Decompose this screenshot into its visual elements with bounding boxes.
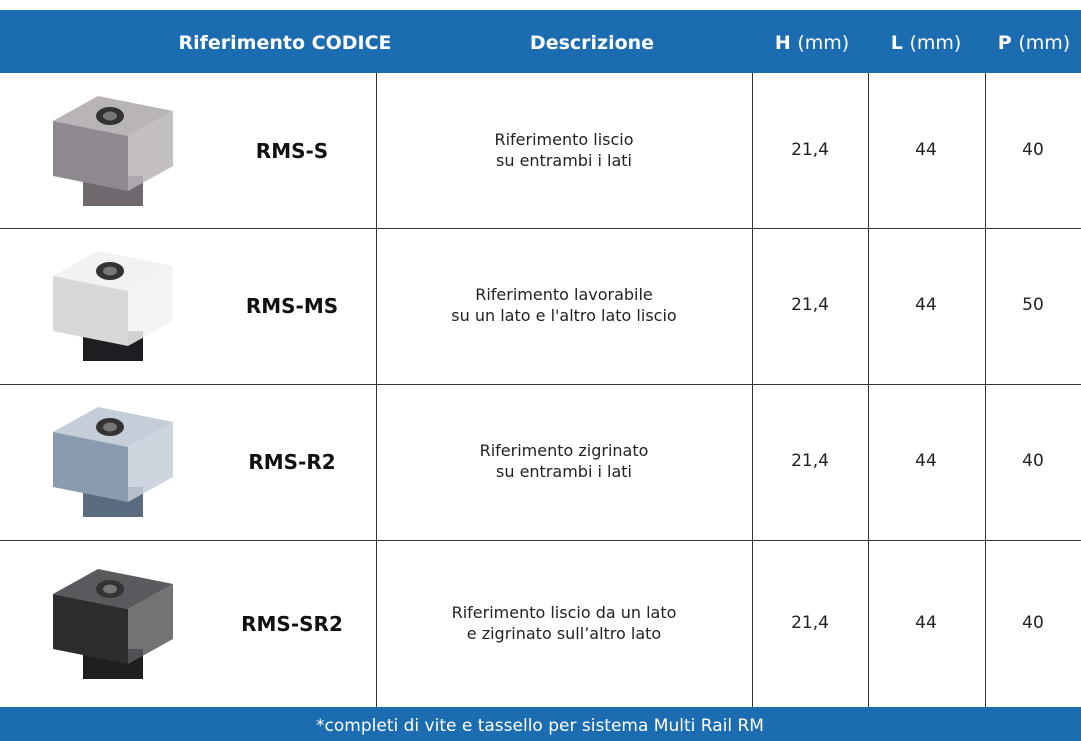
header-description: Descrizione xyxy=(529,32,655,54)
table-row: RMS-R2 Riferimento zigrinato su entrambi i… xyxy=(0,384,1081,540)
product-code: RMS-MS xyxy=(245,294,339,318)
dimension-value: 21,4 xyxy=(791,139,829,160)
row-line xyxy=(0,540,1081,541)
row-line xyxy=(0,228,1081,229)
dimension-value: 44 xyxy=(915,612,937,633)
description-line: su un lato e l'altro lato liscio xyxy=(451,306,677,325)
description: Riferimento lavorabile su un lato e l'alt… xyxy=(451,284,676,326)
product-code: RMS-SR2 xyxy=(241,611,343,636)
dimension-value: 44 xyxy=(915,139,937,160)
description-line: Riferimento lavorabile xyxy=(475,285,653,304)
description-line: e zigrinato sull’altro lato xyxy=(466,623,662,643)
description-line: su entrambi i lati xyxy=(496,462,632,481)
dimension-value: 44 xyxy=(915,295,937,315)
product-image xyxy=(53,407,173,517)
header-letter: H xyxy=(774,32,791,54)
product-code: RMS-S xyxy=(255,138,329,163)
header-letter: P xyxy=(997,32,1012,54)
description-line: su entrambi i lati xyxy=(496,150,632,170)
header-l: L (mm) xyxy=(891,32,962,54)
dimension-value: 21,4 xyxy=(791,612,829,633)
header-p: P (mm) xyxy=(998,32,1070,54)
header-bar: Riferimento CODICE Descrizione H (mm) L … xyxy=(0,10,1081,73)
column-line xyxy=(868,73,869,707)
dimension-value: 50 xyxy=(1022,295,1044,315)
table-row: RMS-SR2 Riferimento liscio da un lato e zi… xyxy=(0,540,1081,707)
dimension-value: 40 xyxy=(1022,139,1044,160)
product-code: RMS-R2 xyxy=(248,450,336,474)
description: Riferimento zigrinato su entrambi i lati xyxy=(480,440,649,482)
description-line: Riferimento liscio da un lato xyxy=(451,602,677,622)
column-line xyxy=(376,73,377,707)
table-row: RMS-S Riferimento liscio su entrambi i lat… xyxy=(0,73,1081,228)
header-unit: (mm) xyxy=(909,32,962,54)
product-image xyxy=(53,95,173,206)
header-h: H (mm) xyxy=(775,32,849,54)
column-line xyxy=(752,73,753,707)
column-line xyxy=(985,73,986,707)
description-line: Riferimento zigrinato xyxy=(479,441,649,460)
header-code: Riferimento CODICE xyxy=(178,32,392,54)
header-unit: (mm) xyxy=(797,32,850,54)
table-row: RMS-MS Riferimento lavorabile su un lato e… xyxy=(0,228,1081,384)
footer-note: *completi di vite e tassello per sistema… xyxy=(316,716,764,736)
dimension-value: 44 xyxy=(915,451,937,471)
dimension-value: 40 xyxy=(1022,612,1044,633)
product-image xyxy=(53,568,173,679)
description: Riferimento liscio da un lato e zigrinato… xyxy=(452,602,677,644)
product-image xyxy=(53,251,173,361)
row-line xyxy=(0,384,1081,385)
dimension-value: 21,4 xyxy=(791,451,829,471)
dimension-value: 21,4 xyxy=(791,295,829,315)
header-letter: L xyxy=(890,32,903,54)
header-unit: (mm) xyxy=(1018,32,1071,54)
description: Riferimento liscio su entrambi i lati xyxy=(494,129,633,171)
footer-bar: *completi di vite e tassello per sistema… xyxy=(0,707,1081,741)
description-line: Riferimento liscio xyxy=(494,129,634,149)
dimension-value: 40 xyxy=(1022,451,1044,471)
